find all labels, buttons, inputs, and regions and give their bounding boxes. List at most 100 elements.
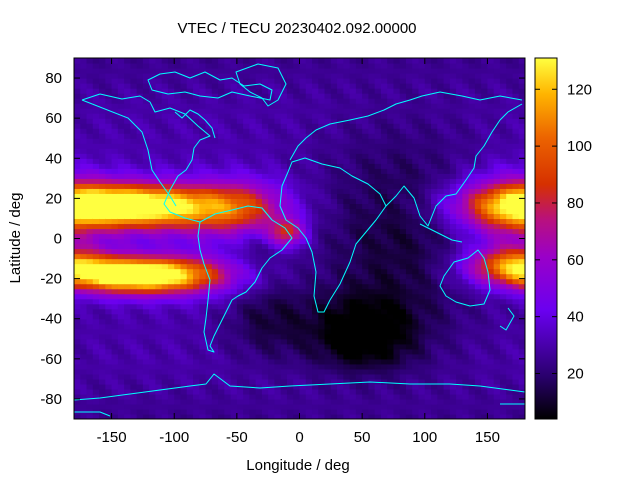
heatmap-cell [305, 263, 313, 270]
heatmap-cell [368, 73, 376, 79]
heatmap-cell [324, 303, 332, 310]
heatmap-cell [380, 283, 388, 290]
heatmap-cell [255, 278, 263, 285]
heatmap-cell [86, 323, 94, 330]
heatmap-cell [399, 73, 407, 79]
heatmap-cell [224, 118, 232, 124]
heatmap-cell [387, 223, 395, 230]
heatmap-cell [506, 318, 514, 325]
heatmap-cell [186, 368, 194, 375]
heatmap-cell [424, 283, 432, 290]
heatmap-cell [180, 83, 188, 89]
heatmap-cell [193, 253, 200, 260]
heatmap-cell [174, 188, 182, 194]
heatmap-cell [481, 353, 489, 360]
heatmap-cell [174, 318, 182, 325]
heatmap-cell [387, 343, 395, 350]
heatmap-cell [124, 73, 131, 79]
heatmap-cell [124, 233, 131, 240]
heatmap-cell [186, 328, 194, 335]
heatmap-cell [468, 213, 476, 220]
heatmap-cell [506, 308, 514, 315]
heatmap-cell [105, 403, 113, 410]
heatmap-cell [499, 123, 507, 129]
heatmap-cell [462, 273, 470, 280]
heatmap-cell [418, 343, 426, 350]
heatmap-cell [199, 408, 207, 415]
heatmap-cell [111, 303, 119, 310]
heatmap-cell [299, 323, 307, 330]
heatmap-cell [355, 223, 363, 230]
heatmap-cell [224, 183, 232, 189]
heatmap-cell [474, 378, 482, 385]
heatmap-cell [468, 373, 476, 380]
heatmap-cell [99, 158, 106, 164]
heatmap-cell [493, 383, 501, 390]
heatmap-cell [205, 408, 213, 415]
heatmap-cell [324, 103, 332, 109]
heatmap-cell [86, 243, 94, 250]
heatmap-cell [186, 323, 194, 330]
heatmap-cell [437, 403, 445, 410]
heatmap-cell [149, 163, 157, 169]
heatmap-cell [86, 308, 94, 315]
heatmap-cell [142, 398, 150, 405]
heatmap-cell [80, 313, 88, 320]
heatmap-cell [249, 338, 257, 345]
heatmap-cell [249, 78, 257, 84]
heatmap-cell [80, 233, 88, 240]
heatmap-cell [111, 108, 119, 114]
heatmap-cell [280, 133, 288, 139]
heatmap-cell [280, 68, 288, 74]
heatmap-cell [368, 313, 376, 320]
heatmap-cell [456, 63, 463, 69]
heatmap-cell [236, 298, 244, 305]
heatmap-cell [474, 193, 482, 199]
heatmap-cell [399, 68, 407, 74]
heatmap-cell [324, 198, 332, 204]
heatmap-cell [274, 268, 282, 275]
heatmap-cell [349, 298, 357, 305]
heatmap-cell [293, 148, 301, 154]
heatmap-cell [374, 378, 382, 385]
heatmap-cell [136, 98, 144, 104]
heatmap-cell [224, 78, 232, 84]
heatmap-cell [180, 68, 188, 74]
heatmap-cell [449, 58, 457, 64]
heatmap-cell [180, 378, 188, 385]
heatmap-cell [355, 163, 363, 169]
heatmap-cell [387, 388, 395, 395]
heatmap-cell [193, 293, 200, 300]
heatmap-cell [462, 63, 470, 69]
heatmap-cell [399, 328, 407, 335]
heatmap-cell [124, 298, 131, 305]
heatmap-cell [312, 383, 319, 390]
heatmap-cell [149, 378, 157, 385]
heatmap-cell [92, 158, 100, 164]
heatmap-cell [286, 63, 294, 69]
heatmap-cell [399, 148, 407, 154]
heatmap-cell [493, 373, 501, 380]
heatmap-cell [224, 293, 232, 300]
heatmap-cell [80, 133, 88, 139]
heatmap-cell [249, 83, 257, 89]
heatmap-cell [74, 73, 81, 79]
heatmap-cell [405, 98, 413, 104]
heatmap-cell [324, 218, 332, 225]
heatmap-cell [286, 153, 294, 159]
heatmap-cell [268, 343, 276, 350]
heatmap-cell [193, 278, 200, 285]
heatmap-cell [236, 98, 244, 104]
heatmap-cell [224, 323, 232, 330]
heatmap-cell [218, 403, 225, 410]
heatmap-cell [437, 213, 445, 220]
heatmap-cell [274, 373, 282, 380]
heatmap-cell [99, 293, 106, 300]
heatmap-cell [449, 283, 457, 290]
heatmap-cell [474, 178, 482, 184]
heatmap-cell [387, 378, 395, 385]
heatmap-cell [443, 78, 451, 84]
heatmap-cell [343, 58, 351, 64]
heatmap-cell [337, 298, 344, 305]
heatmap-cell [474, 223, 482, 230]
